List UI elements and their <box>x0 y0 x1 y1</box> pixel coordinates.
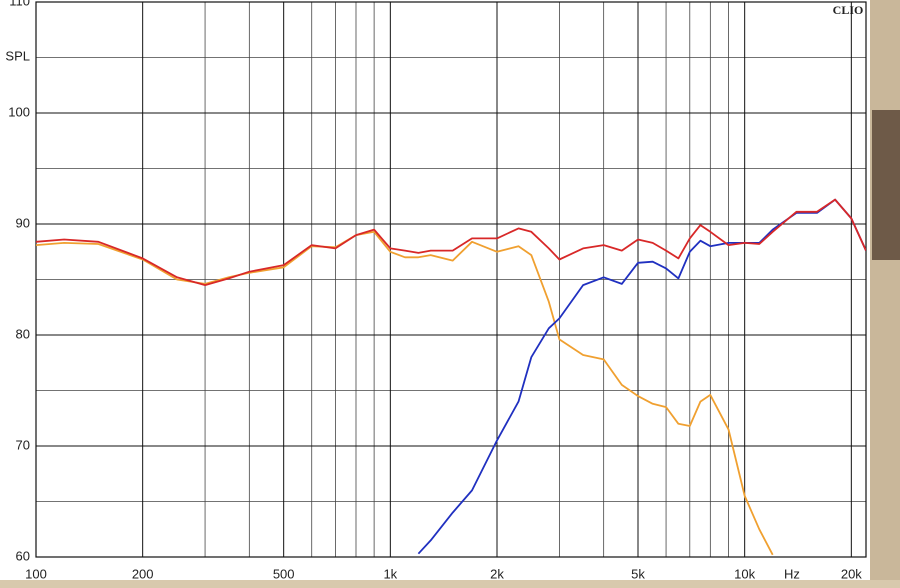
photo-strip <box>870 0 900 588</box>
brand: CLIO <box>833 3 864 17</box>
y-tick-label: 80 <box>16 326 30 341</box>
x-tick-label: 2k <box>490 566 504 581</box>
plot-frame <box>35 1 867 558</box>
plot-area <box>36 198 866 556</box>
bottom-strip <box>0 580 900 588</box>
y-tick-label: 70 <box>16 437 30 452</box>
y-axis-label: SPL <box>5 48 30 63</box>
y-tick-label: 100 <box>8 104 30 119</box>
x-tick-label: 20k <box>841 566 862 581</box>
x-tick-label: 1k <box>383 566 397 581</box>
x-tick-label: 10k <box>734 566 755 581</box>
y-tick-label: 60 <box>16 548 30 563</box>
x-axis-label: Hz <box>784 566 800 581</box>
x-tick-label: 100 <box>25 566 47 581</box>
x-tick-label: 200 <box>132 566 154 581</box>
response-line <box>36 198 866 286</box>
x-tick-label: 5k <box>631 566 645 581</box>
y-tick-label: 110 <box>9 0 30 8</box>
photo-detail <box>872 110 900 260</box>
y-tick-label: 90 <box>16 215 30 230</box>
x-tick-label: 500 <box>273 566 295 581</box>
